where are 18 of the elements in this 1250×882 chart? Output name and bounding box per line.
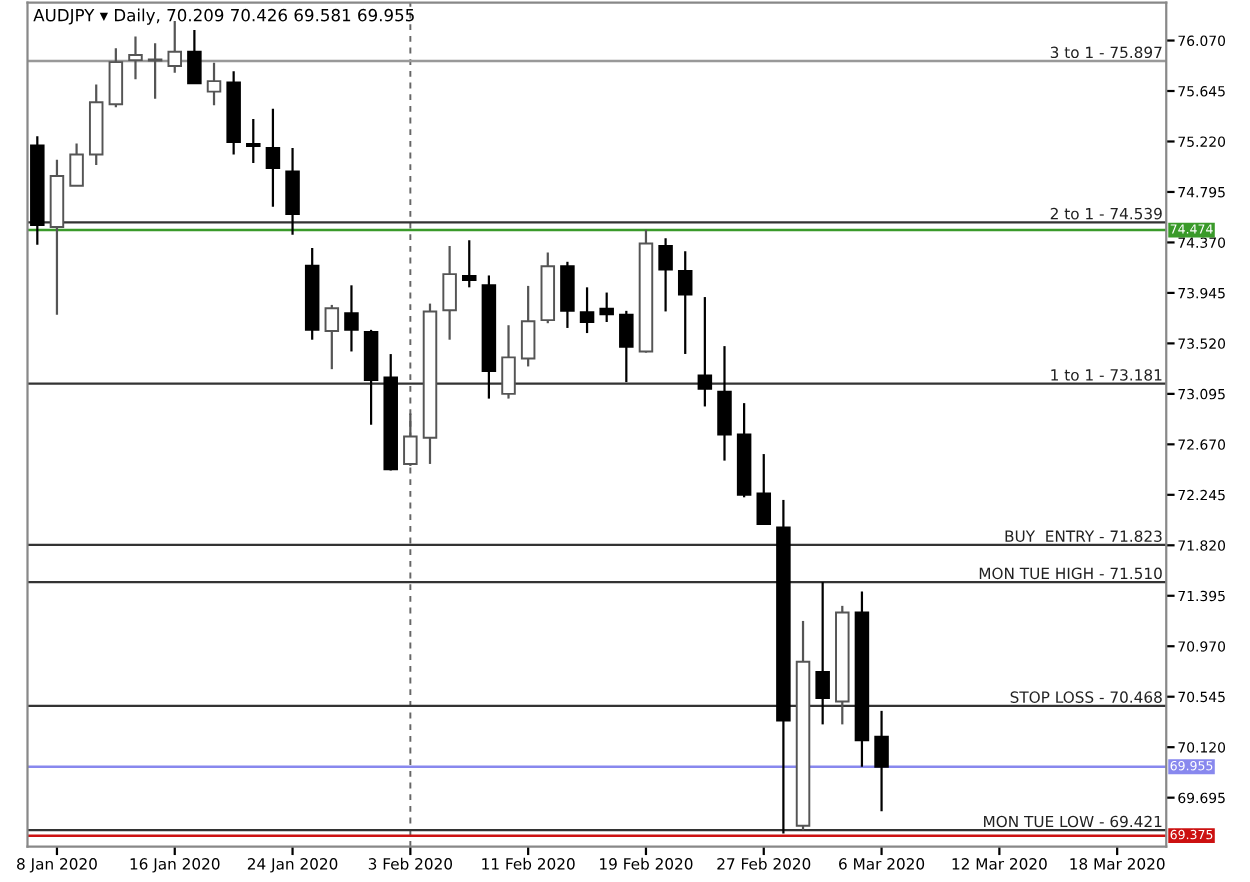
candlestick (677, 250, 693, 356)
candlestick (285, 146, 300, 236)
candlestick (560, 260, 575, 330)
candlestick (756, 452, 772, 526)
candlestick (501, 324, 516, 400)
candlestick (658, 237, 673, 313)
candlestick (874, 709, 889, 813)
candlestick (69, 142, 84, 187)
candlestick (187, 28, 202, 85)
candlestick (717, 345, 732, 462)
candlestick (344, 284, 359, 353)
candlestick (854, 590, 870, 768)
candlestick (776, 498, 791, 835)
candlestick (815, 581, 830, 726)
chart-title: AUDJPY ▾ Daily, 70.209 70.426 69.581 69.955 (33, 8, 414, 25)
candlestick (128, 35, 143, 81)
candlestick (442, 244, 457, 341)
candlestick (265, 107, 281, 208)
